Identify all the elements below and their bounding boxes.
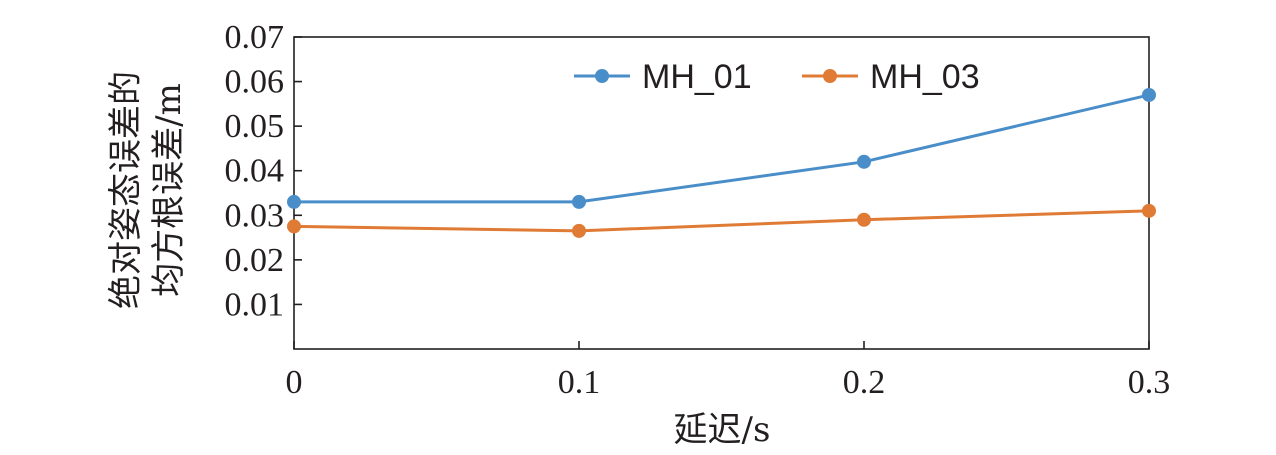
x-axis-ticks: 0 0.1 0.2 0.3 <box>286 341 1171 401</box>
data-point <box>287 219 301 234</box>
x-tick-label: 0.1 <box>558 364 601 401</box>
data-point <box>1142 203 1156 218</box>
y-tick-label: 0.04 <box>225 153 285 190</box>
plot-frame <box>293 36 1150 350</box>
y-axis-title-line-2: 均方根误差/m <box>149 83 189 297</box>
legend: MH_01 MH_03 <box>574 58 980 96</box>
data-point <box>287 194 301 209</box>
data-point <box>857 154 871 169</box>
x-tick-label: 0 <box>286 364 303 401</box>
legend-marker <box>595 69 609 83</box>
data-point <box>572 223 586 238</box>
series-layer <box>287 87 1156 238</box>
y-tick-label: 0.01 <box>225 286 285 323</box>
series-line <box>294 93 1150 204</box>
y-tick-label: 0.06 <box>225 64 285 101</box>
data-point <box>572 194 586 209</box>
y-axis-title: 绝对姿态误差的 均方根误差/m <box>106 71 189 309</box>
x-tick-label: 0.2 <box>843 364 886 401</box>
legend-label: MH_03 <box>870 58 980 96</box>
y-axis-title-line-1: 绝对姿态误差的 <box>106 71 146 309</box>
series-mh-01 <box>287 87 1156 209</box>
legend-label: MH_01 <box>642 58 752 96</box>
legend-marker <box>823 69 837 83</box>
x-axis-title: 延迟/s <box>674 410 771 450</box>
x-tick-label: 0.3 <box>1128 364 1171 401</box>
y-tick-label: 0.07 <box>225 19 285 56</box>
y-axis-ticks: 0.01 0.02 0.03 0.04 0.05 0.06 0.07 <box>225 19 302 323</box>
series-mh-03 <box>287 203 1156 238</box>
y-tick-label: 0.05 <box>225 108 285 145</box>
data-point <box>857 212 871 227</box>
series-line <box>293 209 1150 233</box>
legend-item: MH_01 <box>574 58 752 96</box>
y-tick-label: 0.02 <box>225 242 285 279</box>
data-point <box>1142 87 1156 102</box>
y-tick-label: 0.03 <box>225 197 285 234</box>
legend-item: MH_03 <box>802 58 980 96</box>
